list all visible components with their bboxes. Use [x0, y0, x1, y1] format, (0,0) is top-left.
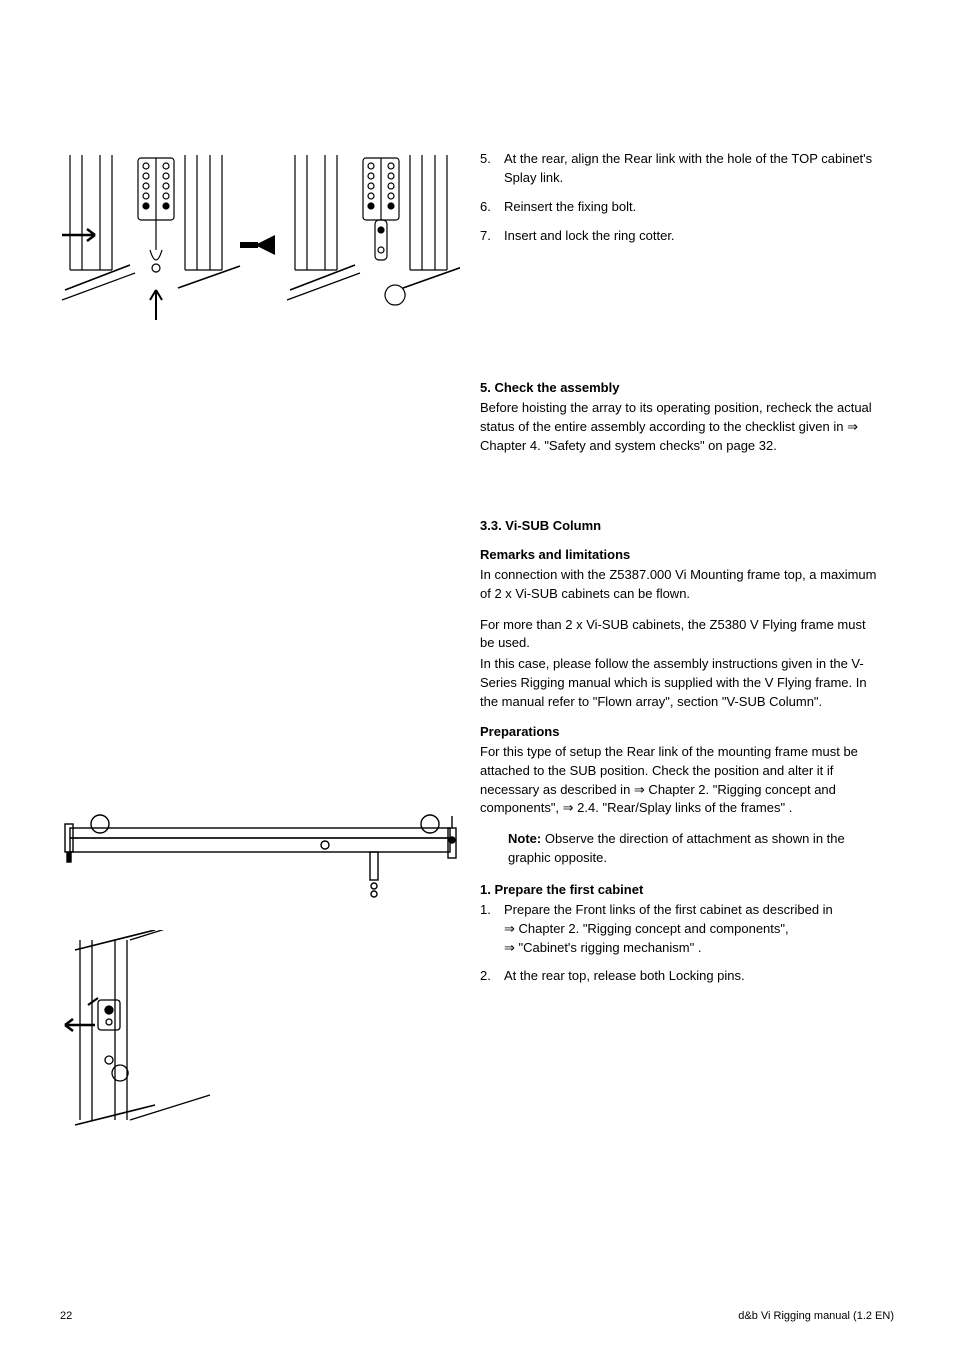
step-text: At the rear, align the Rear link with th… [504, 150, 880, 188]
step-line: ⇒ "Cabinet's rigging mechanism" . [504, 940, 701, 955]
step-text: At the rear top, release both Locking pi… [504, 967, 880, 986]
remarks-heading: Remarks and limitations [480, 547, 880, 562]
section-3-3: 3.3. Vi-SUB Column Remarks and limitatio… [480, 518, 880, 986]
step-num: 5. [480, 150, 504, 188]
figure-release-locking-pins [60, 930, 460, 1150]
note-body: Observe the direction of attachment as s… [508, 831, 845, 865]
prep-body: For this type of setup the Rear link of … [480, 743, 880, 818]
step-6: 6. Reinsert the fixing bolt. [480, 198, 880, 217]
step-line: ⇒ Chapter 2. "Rigging concept and compon… [504, 921, 789, 936]
figure-rear-link-align [60, 150, 460, 350]
step-line: Prepare the Front links of the first cab… [504, 902, 833, 917]
step-num: 1. [480, 901, 504, 958]
page-footer: 22 d&b Vi Rigging manual (1.2 EN) [60, 1310, 894, 1322]
first-step-1: 1. Prepare the Front links of the first … [480, 901, 880, 958]
first-step-2: 2. At the rear top, release both Locking… [480, 967, 880, 986]
step-num: 6. [480, 198, 504, 217]
step-num: 7. [480, 227, 504, 246]
note-block: Note: Observe the direction of attachmen… [480, 830, 880, 868]
step-text: Prepare the Front links of the first cab… [504, 901, 880, 958]
prep-ref2: ⇒ 2.4. "Rear/Splay links of the frames" … [563, 800, 793, 815]
prep-heading: Preparations [480, 724, 880, 739]
steps-5-7: 5. At the rear, align the Rear link with… [480, 150, 880, 245]
remarks-p2a: For more than 2 x Vi-SUB cabinets, the Z… [480, 616, 880, 654]
step-text: Reinsert the fixing bolt. [504, 198, 880, 217]
remarks-p1: In connection with the Z5387.000 Vi Moun… [480, 566, 880, 604]
check-body-a: Before hoisting the array to its operati… [480, 400, 872, 434]
step-text: Insert and lock the ring cotter. [504, 227, 880, 246]
section-check-assembly: 5. Check the assembly Before hoisting th… [480, 380, 880, 456]
check-body: Before hoisting the array to its operati… [480, 399, 880, 456]
page-number: 22 [60, 1310, 72, 1322]
step-7: 7. Insert and lock the ring cotter. [480, 227, 880, 246]
step-num: 2. [480, 967, 504, 986]
figure-mounting-frame-top [60, 810, 460, 900]
sec33-heading: 3.3. Vi-SUB Column [480, 518, 880, 533]
check-heading: 5. Check the assembly [480, 380, 880, 395]
step-5: 5. At the rear, align the Rear link with… [480, 150, 880, 188]
remarks-p2b: In this case, please follow the assembly… [480, 655, 880, 712]
doc-title: d&b Vi Rigging manual (1.2 EN) [738, 1310, 894, 1322]
note-label: Note: [508, 831, 545, 846]
first-cabinet-heading: 1. Prepare the first cabinet [480, 882, 880, 897]
